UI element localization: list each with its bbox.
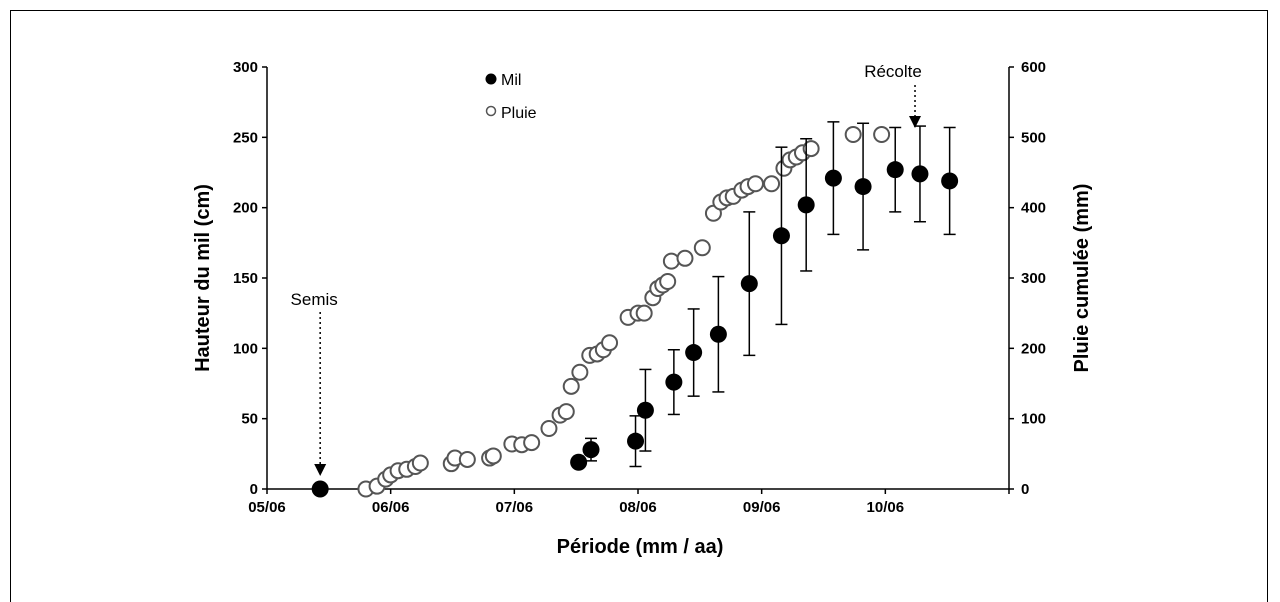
mil-point <box>824 169 842 187</box>
y2-tick-label: 0 <box>1021 481 1029 498</box>
y-axis-title: Hauteur du mil (cm) <box>192 184 214 372</box>
mil-point <box>854 178 872 196</box>
mil-point <box>740 275 758 293</box>
mil-point <box>582 441 600 459</box>
y-tick-label: 200 <box>233 200 258 217</box>
legend-marker-pluie <box>485 105 497 117</box>
pluie-point <box>662 252 680 270</box>
mil-point <box>709 325 727 343</box>
pluie-point <box>411 454 429 472</box>
annotation-recolte: Récolte <box>864 62 922 81</box>
mil-point <box>685 344 703 362</box>
pluie-point <box>540 420 558 438</box>
mil-point <box>797 196 815 214</box>
x-tick-label: 06/06 <box>372 499 410 516</box>
x-tick-label: 10/06 <box>867 499 905 516</box>
y-tick-label: 300 <box>233 59 258 76</box>
pluie-point <box>802 140 820 158</box>
pluie-point <box>571 363 589 381</box>
mil-point <box>311 480 329 498</box>
mil-point <box>636 401 654 419</box>
pluie-point <box>562 377 580 395</box>
pluie-point <box>676 249 694 267</box>
y2-axis-title: Pluie cumulée (mm) <box>1071 184 1093 373</box>
pluie-point <box>557 403 575 421</box>
mil-point <box>886 161 904 179</box>
y-tick-label: 150 <box>233 270 258 287</box>
x-tick-label: 09/06 <box>743 499 781 516</box>
figure-frame <box>10 10 1268 602</box>
pluie-point <box>746 175 764 193</box>
pluie-point <box>523 434 541 452</box>
legend-label-mil: Mil <box>501 72 521 89</box>
pluie-point <box>659 273 677 291</box>
axes: 0 50 100 150 200 250 300 0 100 200 300 400 500 600 05/… <box>233 59 1046 516</box>
y2-tick-label: 600 <box>1021 59 1046 76</box>
mil-point <box>911 165 929 183</box>
pluie-point <box>844 126 862 144</box>
y-tick-label: 0 <box>250 481 258 498</box>
annotations: Semis Récolte <box>291 62 922 476</box>
legend-label-pluie: Pluie <box>501 105 537 122</box>
mil-point <box>570 453 588 471</box>
marks <box>311 121 959 498</box>
legend: Mil Pluie <box>485 72 537 122</box>
x-tick-label: 05/06 <box>248 499 286 516</box>
y-tick-label: 100 <box>233 340 258 357</box>
mil-point <box>772 227 790 245</box>
y2-tick-label: 400 <box>1021 200 1046 217</box>
pluie-point <box>635 304 653 322</box>
annotation-semis-arrowhead <box>314 464 327 476</box>
y2-tick-label: 100 <box>1021 411 1046 428</box>
pluie-point <box>873 126 891 144</box>
annotation-recolte-arrowhead <box>909 116 922 128</box>
y2-tick-label: 200 <box>1021 340 1046 357</box>
y2-tick-label: 300 <box>1021 270 1046 287</box>
pluie-point <box>763 175 781 193</box>
x-tick-label: 07/06 <box>496 499 534 516</box>
pluie-point <box>458 450 476 468</box>
mil-point <box>627 432 645 450</box>
y-tick-label: 50 <box>241 411 258 428</box>
y-tick-label: 250 <box>233 129 258 146</box>
y2-tick-label: 500 <box>1021 129 1046 146</box>
x-tick-label: 08/06 <box>619 499 657 516</box>
pluie-point <box>693 239 711 257</box>
mil-point <box>941 172 959 190</box>
mil-point <box>665 373 683 391</box>
legend-marker-mil <box>485 73 497 85</box>
pluie-point <box>601 334 619 352</box>
pluie-point <box>484 447 502 465</box>
x-axis-title: Période (mm / aa) <box>557 536 724 558</box>
annotation-semis: Semis <box>291 290 338 309</box>
